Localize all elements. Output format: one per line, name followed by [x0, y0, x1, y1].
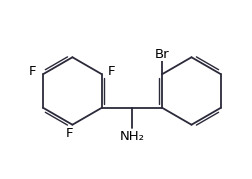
Text: NH₂: NH₂	[119, 130, 144, 143]
Text: Br: Br	[154, 48, 169, 61]
Text: F: F	[107, 65, 115, 78]
Text: F: F	[66, 127, 73, 140]
Text: F: F	[28, 65, 36, 78]
